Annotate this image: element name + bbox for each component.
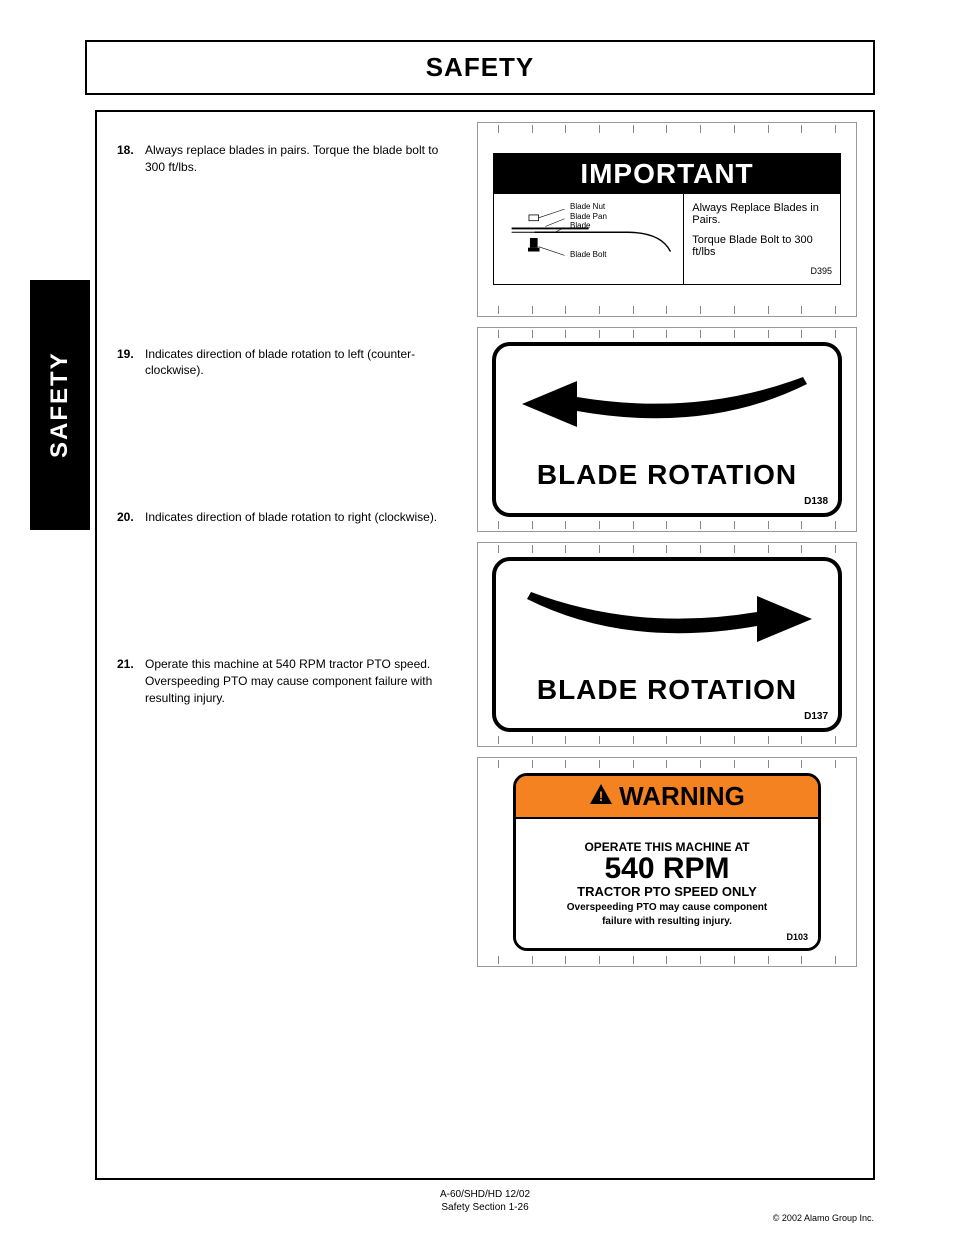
decal-warning-540rpm: ! WARNING OPERATE THIS MACHINE AT 540 RP…	[477, 757, 857, 967]
decal-important: IMPORTANT	[477, 122, 857, 317]
warning-text: WARNING	[619, 781, 745, 811]
decal-blade-rotation-right: BLADE ROTATION D137	[477, 542, 857, 747]
decal-tag: D103	[786, 932, 808, 942]
decal-text: BLADE ROTATION	[537, 459, 797, 491]
svg-text:!: !	[599, 788, 604, 804]
copyright: © 2002 Alamo Group Inc.	[773, 1213, 874, 1223]
list-item: 18. Always replace blades in pairs. Torq…	[117, 142, 457, 176]
decal-diagram: Blade Nut Blade Pan Blade Blade Bolt	[494, 194, 684, 284]
page-title: SAFETY	[85, 40, 875, 95]
list-item: 21. Operate this machine at 540 RPM trac…	[117, 656, 457, 706]
decal-line: 540 RPM	[604, 854, 729, 884]
decal-warning-header: ! WARNING	[516, 776, 818, 819]
decal-text: Torque Blade Bolt to 300 ft/lbs	[692, 234, 832, 258]
decal-line: TRACTOR PTO SPEED ONLY	[577, 884, 757, 899]
diagram-label: Blade Pan	[570, 212, 607, 221]
item-text: Indicates direction of blade rotation to…	[145, 509, 457, 526]
decal-header: IMPORTANT	[494, 154, 840, 194]
item-text: Indicates direction of blade rotation to…	[145, 346, 457, 380]
footer-line: A-60/SHD/HD 12/02	[97, 1188, 873, 1201]
decal-line: Overspeeding PTO may cause component	[567, 902, 767, 913]
list-item: 20. Indicates direction of blade rotatio…	[117, 509, 457, 526]
item-text: Always replace blades in pairs. Torque t…	[145, 142, 457, 176]
decal-tag: D137	[804, 711, 828, 722]
item-number: 19.	[117, 346, 145, 380]
diagram-label: Blade Bolt	[570, 250, 606, 259]
item-number: 18.	[117, 142, 145, 176]
decal-blade-rotation-left: BLADE ROTATION D138	[477, 327, 857, 532]
warning-triangle-icon: !	[589, 781, 613, 812]
content-frame: 18. Always replace blades in pairs. Torq…	[95, 110, 875, 1180]
section-tab: SAFETY	[30, 280, 90, 530]
diagram-label: Blade Nut	[570, 202, 605, 211]
decal-text: Always Replace Blades in Pairs.	[692, 202, 832, 226]
list-item: 19. Indicates direction of blade rotatio…	[117, 346, 457, 380]
decal-tag: D138	[804, 496, 828, 507]
decal-text: BLADE ROTATION	[537, 674, 797, 706]
item-number: 21.	[117, 656, 145, 706]
item-text: Operate this machine at 540 RPM tractor …	[145, 656, 457, 706]
page-footer: A-60/SHD/HD 12/02 Safety Section 1-26	[97, 1188, 873, 1214]
decal-line: failure with resulting injury.	[602, 916, 732, 927]
decal-tag: D395	[692, 266, 832, 276]
footer-line: Safety Section 1-26	[97, 1201, 873, 1214]
instruction-list: 18. Always replace blades in pairs. Torq…	[117, 142, 457, 746]
diagram-label: Blade	[570, 221, 590, 230]
item-number: 20.	[117, 509, 145, 526]
arrow-right-icon	[507, 584, 827, 654]
arrow-left-icon	[507, 369, 827, 439]
